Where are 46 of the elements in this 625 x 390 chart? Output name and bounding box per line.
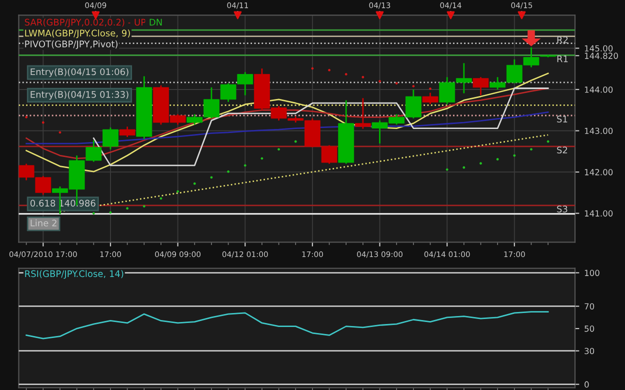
text: DN — [150, 18, 162, 26]
candlestick — [354, 97, 371, 130]
candlestick — [119, 126, 136, 138]
point — [92, 212, 95, 215]
y-tick-label: 30 — [584, 348, 594, 354]
y-tick-label: 144.00 — [584, 86, 613, 93]
text: PIVOT(GBP/JPY,Pivot) — [25, 40, 118, 50]
point — [126, 207, 129, 210]
y-tick-label: 0 — [584, 381, 589, 388]
y-tick-label: 143.00 — [584, 128, 613, 134]
point — [244, 164, 246, 167]
point — [42, 121, 44, 124]
y-tick-label: 144.820 — [584, 52, 618, 59]
point — [412, 84, 415, 88]
ref-line-label: R2 — [557, 36, 568, 44]
y-tick-label: 50 — [584, 326, 594, 332]
y-tick-label: 141.00 — [584, 210, 613, 217]
text: LWMA(GBP/JPY.Close, 9) — [25, 30, 130, 38]
candlestick — [472, 76, 489, 96]
ref-line-label: S2 — [557, 146, 568, 154]
text: RSI(GBP/JPY.Close, 14) — [25, 270, 124, 279]
point — [193, 182, 196, 185]
annotation: Entry(B)(04/15 01:33) — [30, 90, 128, 100]
y-tick-label: 145.00 — [584, 45, 613, 52]
point — [294, 140, 297, 143]
line-series — [26, 311, 549, 340]
annotation: Line 2 — [30, 219, 56, 226]
line-series — [26, 111, 549, 144]
text: UP — [134, 18, 146, 26]
candlestick — [422, 92, 438, 105]
y-tick-label: 100 — [584, 270, 600, 276]
candlestick — [102, 126, 118, 150]
annotation: Entry(B)(04/15 01:06) — [30, 68, 128, 77]
y-tick-label: 142.00 — [584, 169, 613, 176]
point — [260, 157, 264, 160]
ref-line-label: S3 — [557, 206, 568, 212]
ref-line-label: S1 — [557, 116, 568, 122]
point — [395, 82, 398, 85]
point — [513, 154, 516, 157]
line-series — [26, 88, 549, 160]
point — [362, 76, 364, 78]
annotation: SAR(GBP/JPY,0.02,0.2) - — [24, 18, 131, 28]
point — [210, 176, 213, 179]
y-tick-label: 70 — [584, 303, 594, 310]
point — [25, 116, 28, 118]
ref-line-label: R1 — [557, 56, 568, 62]
